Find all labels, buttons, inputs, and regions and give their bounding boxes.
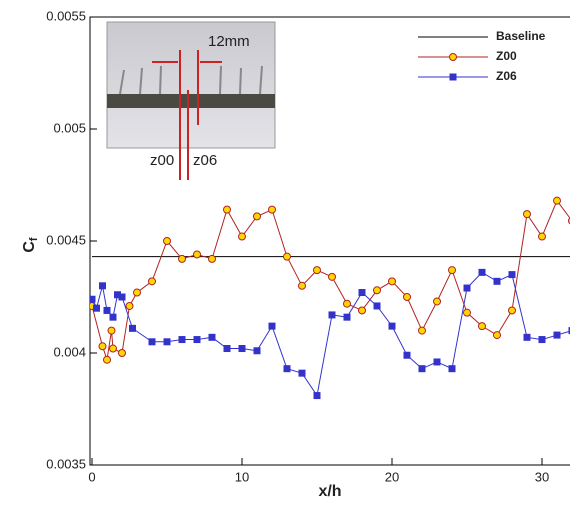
point <box>343 299 351 308</box>
point <box>508 306 516 315</box>
point <box>129 324 136 332</box>
legend-marker <box>449 73 457 81</box>
point <box>373 286 381 295</box>
annotation: z00 <box>150 152 174 169</box>
point <box>298 369 306 377</box>
annotation: z06 <box>193 152 217 169</box>
point <box>553 196 561 205</box>
point <box>418 326 426 335</box>
legend-marker <box>449 53 457 61</box>
point <box>283 365 291 373</box>
point <box>388 322 396 330</box>
y-tick-label: 0.0045 <box>46 232 86 247</box>
point <box>223 345 231 353</box>
x-tick-label: 30 <box>535 469 549 484</box>
y-tick-label: 0.005 <box>53 120 86 135</box>
y-tick-label: 0.0055 <box>46 8 86 23</box>
x-tick-label: 0 <box>88 469 95 484</box>
point <box>238 345 246 353</box>
point <box>328 272 336 281</box>
legend-label: Baseline <box>496 29 546 43</box>
point <box>493 331 501 340</box>
point <box>328 311 336 319</box>
point <box>508 271 516 279</box>
plot-area <box>90 196 570 400</box>
point <box>90 295 96 303</box>
point <box>118 293 126 301</box>
x-tick-label: 10 <box>235 469 249 484</box>
point <box>538 232 546 241</box>
point <box>103 306 111 314</box>
point <box>298 281 306 290</box>
point <box>107 326 116 335</box>
point <box>523 333 531 341</box>
point <box>358 289 366 297</box>
x-tick-label: 20 <box>385 469 399 484</box>
point <box>238 232 246 241</box>
point <box>403 293 411 301</box>
point <box>388 277 396 286</box>
point <box>343 313 351 321</box>
y-axis-label: Cf <box>21 237 40 253</box>
point <box>178 336 186 344</box>
point <box>109 313 117 321</box>
point <box>253 212 261 221</box>
point <box>208 254 216 263</box>
y-tick-label: 0.0035 <box>46 456 86 471</box>
point <box>253 347 261 355</box>
point <box>193 250 201 259</box>
inset-photo: 12mm z00 z06 <box>106 21 276 180</box>
point <box>268 205 276 214</box>
point <box>433 358 441 366</box>
point <box>193 336 201 344</box>
y-label-sub: f <box>28 237 40 241</box>
point <box>208 333 216 341</box>
point <box>118 349 126 357</box>
point <box>553 331 561 339</box>
legend-label: Z00 <box>496 49 517 63</box>
point <box>418 365 426 373</box>
point <box>373 302 381 310</box>
point <box>125 301 134 310</box>
point <box>358 306 366 315</box>
x-axis-label: x/h <box>318 483 341 500</box>
point <box>178 254 186 263</box>
point <box>493 277 501 285</box>
point <box>313 392 321 400</box>
point <box>478 268 486 276</box>
point <box>109 344 117 353</box>
point <box>163 338 171 346</box>
point <box>133 288 141 297</box>
point <box>93 304 100 312</box>
point <box>223 205 231 214</box>
point <box>313 266 321 275</box>
point <box>463 308 471 317</box>
point <box>538 336 546 344</box>
point <box>403 351 411 359</box>
point <box>463 284 471 292</box>
point <box>448 266 456 275</box>
y-label-main: C <box>21 241 38 253</box>
point <box>148 338 156 346</box>
annotation: 12mm <box>208 33 250 50</box>
point <box>523 210 531 219</box>
y-tick-label: 0.004 <box>53 344 86 359</box>
point <box>433 297 441 306</box>
point <box>148 277 156 286</box>
point <box>103 355 111 364</box>
point <box>163 237 171 245</box>
point <box>98 342 107 351</box>
point <box>99 282 106 290</box>
point <box>448 365 456 373</box>
point <box>268 322 276 330</box>
legend-label: Z06 <box>496 69 517 83</box>
point <box>478 322 486 331</box>
point <box>283 252 291 261</box>
